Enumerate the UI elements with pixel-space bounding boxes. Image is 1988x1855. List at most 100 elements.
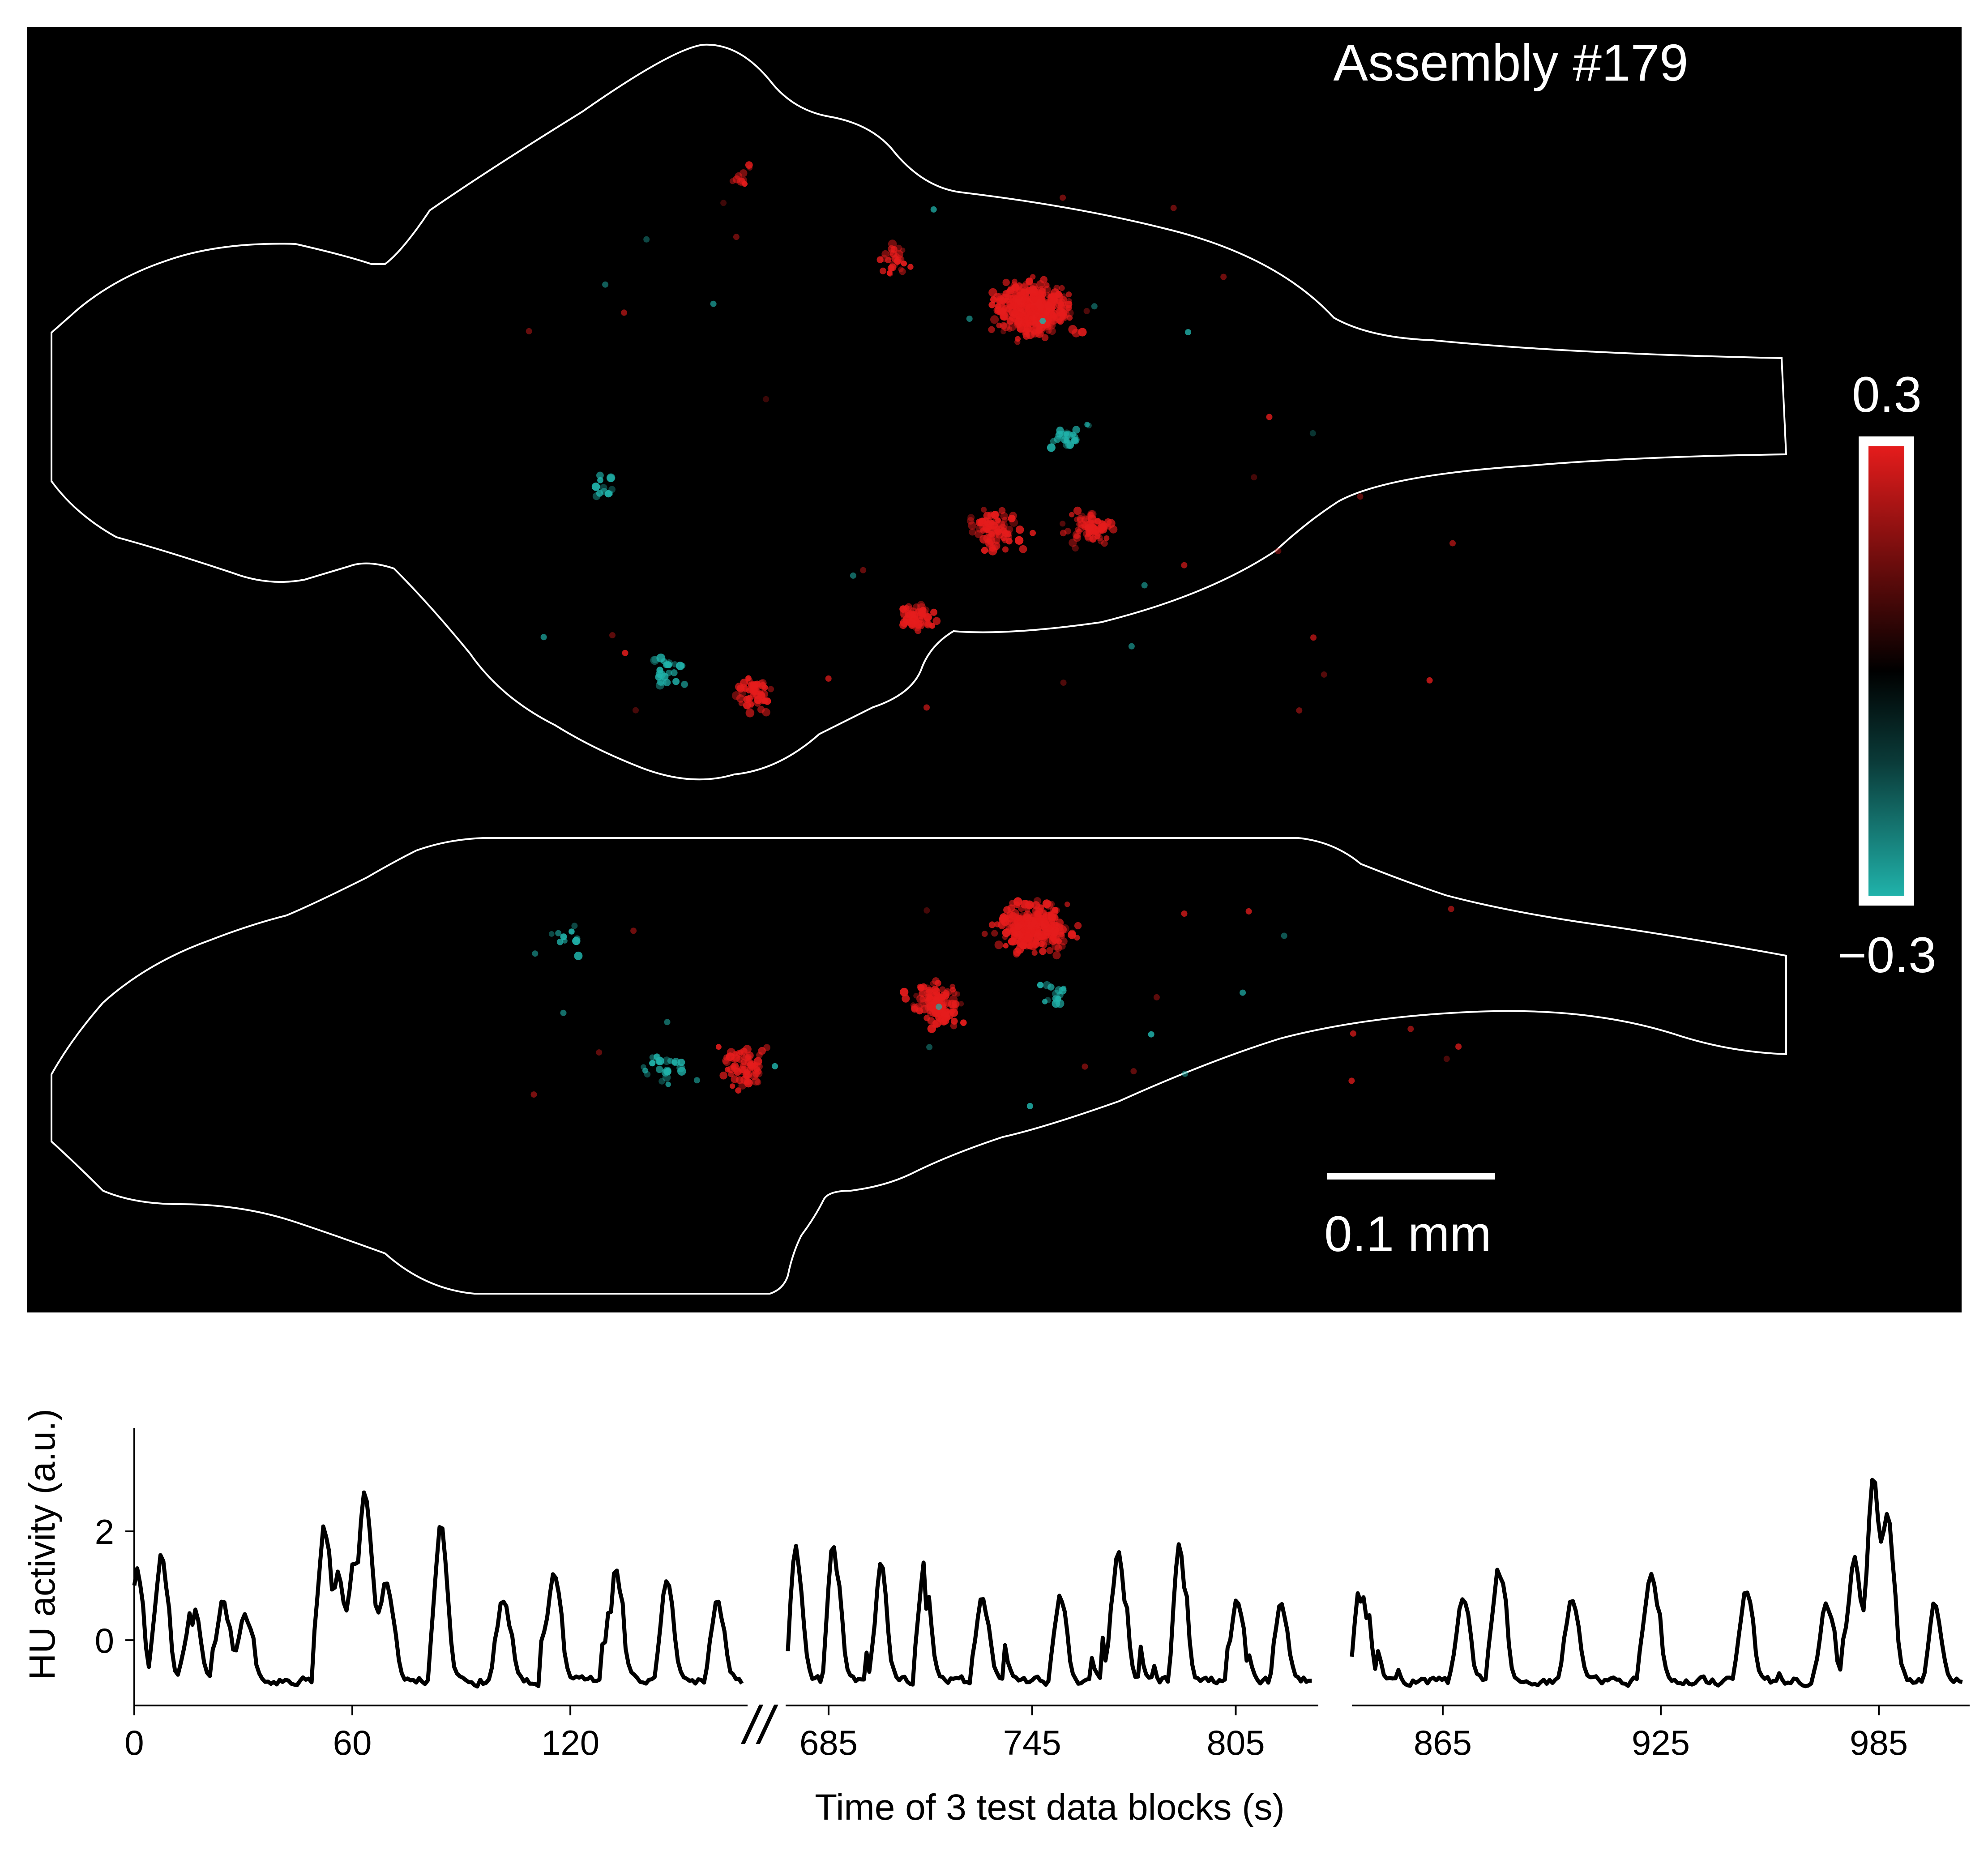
negative-neuron-dot xyxy=(658,1078,665,1085)
positive-neuron-dot xyxy=(1008,925,1014,931)
positive-neuron-dot xyxy=(1321,671,1327,678)
negative-neuron-dot xyxy=(926,1044,933,1051)
positive-neuron-dot xyxy=(981,507,987,513)
positive-neuron-dot xyxy=(1084,524,1093,533)
positive-neuron-dot xyxy=(738,1049,744,1056)
positive-neuron-dot xyxy=(911,1005,919,1013)
positive-neuron-dot xyxy=(1220,274,1227,280)
positive-neuron-dot xyxy=(930,981,936,987)
positive-neuron-dot xyxy=(633,707,639,714)
positive-neuron-dot xyxy=(745,709,755,718)
positive-neuron-dot xyxy=(1245,908,1252,915)
positive-neuron-dot xyxy=(1170,205,1177,211)
positive-neuron-dot xyxy=(1056,308,1065,316)
neuron-dots-layer xyxy=(526,161,1462,1109)
x-tick-label: 685 xyxy=(799,1723,858,1762)
positive-neuron-dot xyxy=(719,1071,727,1080)
positive-neuron-dot xyxy=(1055,923,1064,932)
positive-neuron-dot xyxy=(907,264,914,270)
positive-neuron-dot xyxy=(1266,414,1273,420)
positive-neuron-dot xyxy=(1455,1043,1462,1050)
positive-neuron-dot xyxy=(1074,922,1082,930)
positive-neuron-dot xyxy=(1018,921,1025,928)
positive-neuron-dot xyxy=(943,990,950,997)
negative-neuron-dot xyxy=(663,679,671,687)
negative-neuron-dot xyxy=(642,1068,648,1074)
positive-neuron-dot xyxy=(750,681,758,689)
positive-neuron-dot xyxy=(745,161,753,169)
positive-neuron-dot xyxy=(988,547,997,556)
assembly-title: Assembly #179 xyxy=(1333,34,1688,92)
positive-neuron-dot xyxy=(1036,299,1042,305)
positive-neuron-dot xyxy=(1012,292,1018,298)
positive-neuron-dot xyxy=(923,704,930,711)
positive-neuron-dot xyxy=(991,930,998,937)
positive-neuron-dot xyxy=(743,696,751,703)
positive-neuron-dot xyxy=(746,688,752,693)
positive-neuron-dot xyxy=(1060,530,1067,537)
positive-neuron-dot xyxy=(736,694,745,703)
positive-neuron-dot xyxy=(1014,930,1023,940)
positive-neuron-dot xyxy=(716,1044,722,1050)
positive-neuron-dot xyxy=(1015,526,1024,534)
lateral-brain-outline xyxy=(51,837,1787,1295)
positive-neuron-dot xyxy=(731,1075,739,1083)
positive-neuron-dot xyxy=(923,907,930,914)
positive-neuron-dot xyxy=(1024,327,1030,333)
positive-neuron-dot xyxy=(944,999,951,1007)
activity-trace-block-1 xyxy=(132,1490,744,1688)
negative-neuron-dot xyxy=(540,634,547,641)
positive-neuron-dot xyxy=(1087,510,1095,518)
negative-neuron-dot xyxy=(1050,438,1057,445)
trace-lines xyxy=(132,1478,1963,1688)
positive-neuron-dot xyxy=(745,1053,752,1060)
positive-neuron-dot xyxy=(1039,948,1047,955)
positive-neuron-dot xyxy=(934,996,940,1003)
positive-neuron-dot xyxy=(901,261,907,267)
positive-neuron-dot xyxy=(1009,512,1017,520)
positive-neuron-dot xyxy=(1030,329,1040,338)
dorsal-brain-outline xyxy=(51,43,1787,781)
positive-neuron-dot xyxy=(1049,918,1055,924)
positive-neuron-dot xyxy=(1014,536,1024,545)
positive-neuron-dot xyxy=(932,1019,941,1028)
x-tick-label: 985 xyxy=(1850,1723,1908,1762)
positive-neuron-dot xyxy=(1073,534,1081,542)
positive-neuron-dot xyxy=(1181,910,1188,917)
positive-neuron-dot xyxy=(995,525,1003,533)
positive-neuron-dot xyxy=(983,520,989,527)
positive-neuron-dot xyxy=(954,991,960,997)
positive-neuron-dot xyxy=(927,1024,936,1033)
positive-neuron-dot xyxy=(915,627,922,634)
colorbar-gradient xyxy=(1868,446,1904,896)
positive-neuron-dot xyxy=(880,267,886,274)
positive-neuron-dot xyxy=(1028,308,1035,316)
positive-neuron-dot xyxy=(999,308,1006,315)
positive-neuron-dot xyxy=(740,1063,747,1070)
positive-neuron-dot xyxy=(1054,944,1062,952)
positive-neuron-dot xyxy=(1060,194,1066,201)
positive-neuron-dot xyxy=(1031,949,1038,956)
negative-neuron-dot xyxy=(1182,1070,1189,1077)
positive-neuron-dot xyxy=(1034,924,1040,931)
positive-neuron-dot xyxy=(916,995,925,1003)
positive-neuron-dot xyxy=(969,528,976,536)
positive-neuron-dot xyxy=(993,537,1000,544)
y-axis-label: HU activity (a.u.) xyxy=(22,1409,63,1680)
positive-neuron-dot xyxy=(918,624,924,629)
positive-neuron-dot xyxy=(1026,303,1035,312)
positive-neuron-dot xyxy=(985,517,992,525)
positive-neuron-dot xyxy=(1052,941,1061,951)
negative-neuron-dot xyxy=(665,1081,671,1087)
colorbar: 0.3 −0.3 xyxy=(1837,367,1936,983)
positive-neuron-dot xyxy=(900,248,906,253)
positive-neuron-dot xyxy=(1024,933,1031,939)
positive-neuron-dot xyxy=(732,175,741,184)
negative-neuron-dot xyxy=(1026,1103,1033,1109)
positive-neuron-dot xyxy=(1008,322,1017,331)
positive-neuron-dot xyxy=(1065,308,1074,317)
positive-neuron-dot xyxy=(1033,932,1043,941)
positive-neuron-dot xyxy=(1065,902,1070,907)
positive-neuron-dot xyxy=(723,1054,730,1061)
positive-neuron-dot xyxy=(949,983,956,990)
